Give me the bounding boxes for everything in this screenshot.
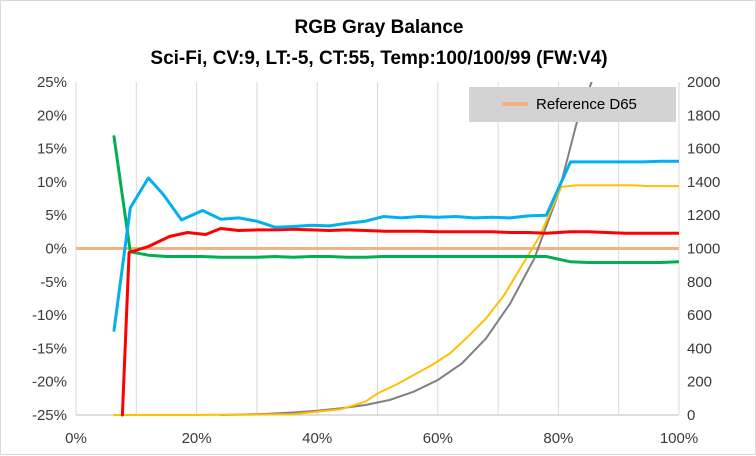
y-right-tick-label: 400 [687, 340, 712, 357]
green-series-line [112, 135, 679, 264]
axes: 0% 20% 40% 60% 80% 100% 25% 20% 15% 10% 5% 0% -5% -10… [32, 74, 720, 447]
legend-label-reference-d65: Reference D65 [536, 96, 637, 113]
y-left-tick-label: -5% [40, 274, 67, 291]
x-tick-label: 80% [543, 430, 573, 447]
x-tick-label: 60% [423, 430, 453, 447]
y-right-tick-label: 600 [687, 307, 712, 324]
chart-subtitle: Sci-Fi, CV:9, LT:-5, CT:55, Temp:100/100… [150, 48, 607, 69]
y-left-tick-label: 15% [37, 141, 67, 158]
y-right-tick-label: 2000 [687, 74, 720, 91]
y-right-tick-label: 1800 [687, 107, 720, 124]
chart-title: RGB Gray Balance [295, 17, 464, 38]
x-tick-label: 0% [65, 430, 87, 447]
y-right-tick-label: 1600 [687, 141, 720, 158]
x-tick-label: 100% [660, 430, 698, 447]
x-tick-label: 40% [302, 430, 332, 447]
y-right-tick-label: 800 [687, 274, 712, 291]
y-left-tick-label: -25% [32, 407, 67, 424]
y-right-tick-label: 1000 [687, 241, 720, 258]
y-left-tick-label: 0% [45, 241, 67, 258]
series-lines [76, 82, 679, 417]
y-left-tick-label: 5% [45, 207, 67, 224]
blue-series-line [112, 159, 679, 332]
y-right-tick-label: 1400 [687, 174, 720, 191]
y-left-tick-label: -10% [32, 307, 67, 324]
y-right-tick-label: 0 [687, 407, 695, 424]
y-left-tick-label: 10% [37, 174, 67, 191]
y-left-tick-label: 25% [37, 74, 67, 91]
y-left-tick-label: 20% [37, 107, 67, 124]
legend: Reference D65 [469, 87, 676, 122]
yellow-series-line [113, 184, 679, 416]
y-right-tick-label: 200 [687, 374, 712, 391]
y-right-tick-label: 1200 [687, 207, 720, 224]
gray-series-line [219, 82, 593, 416]
y-left-tick-label: -15% [32, 340, 67, 357]
x-tick-label: 20% [182, 430, 212, 447]
y-left-tick-label: -20% [32, 374, 67, 391]
red-series-line [120, 227, 679, 417]
